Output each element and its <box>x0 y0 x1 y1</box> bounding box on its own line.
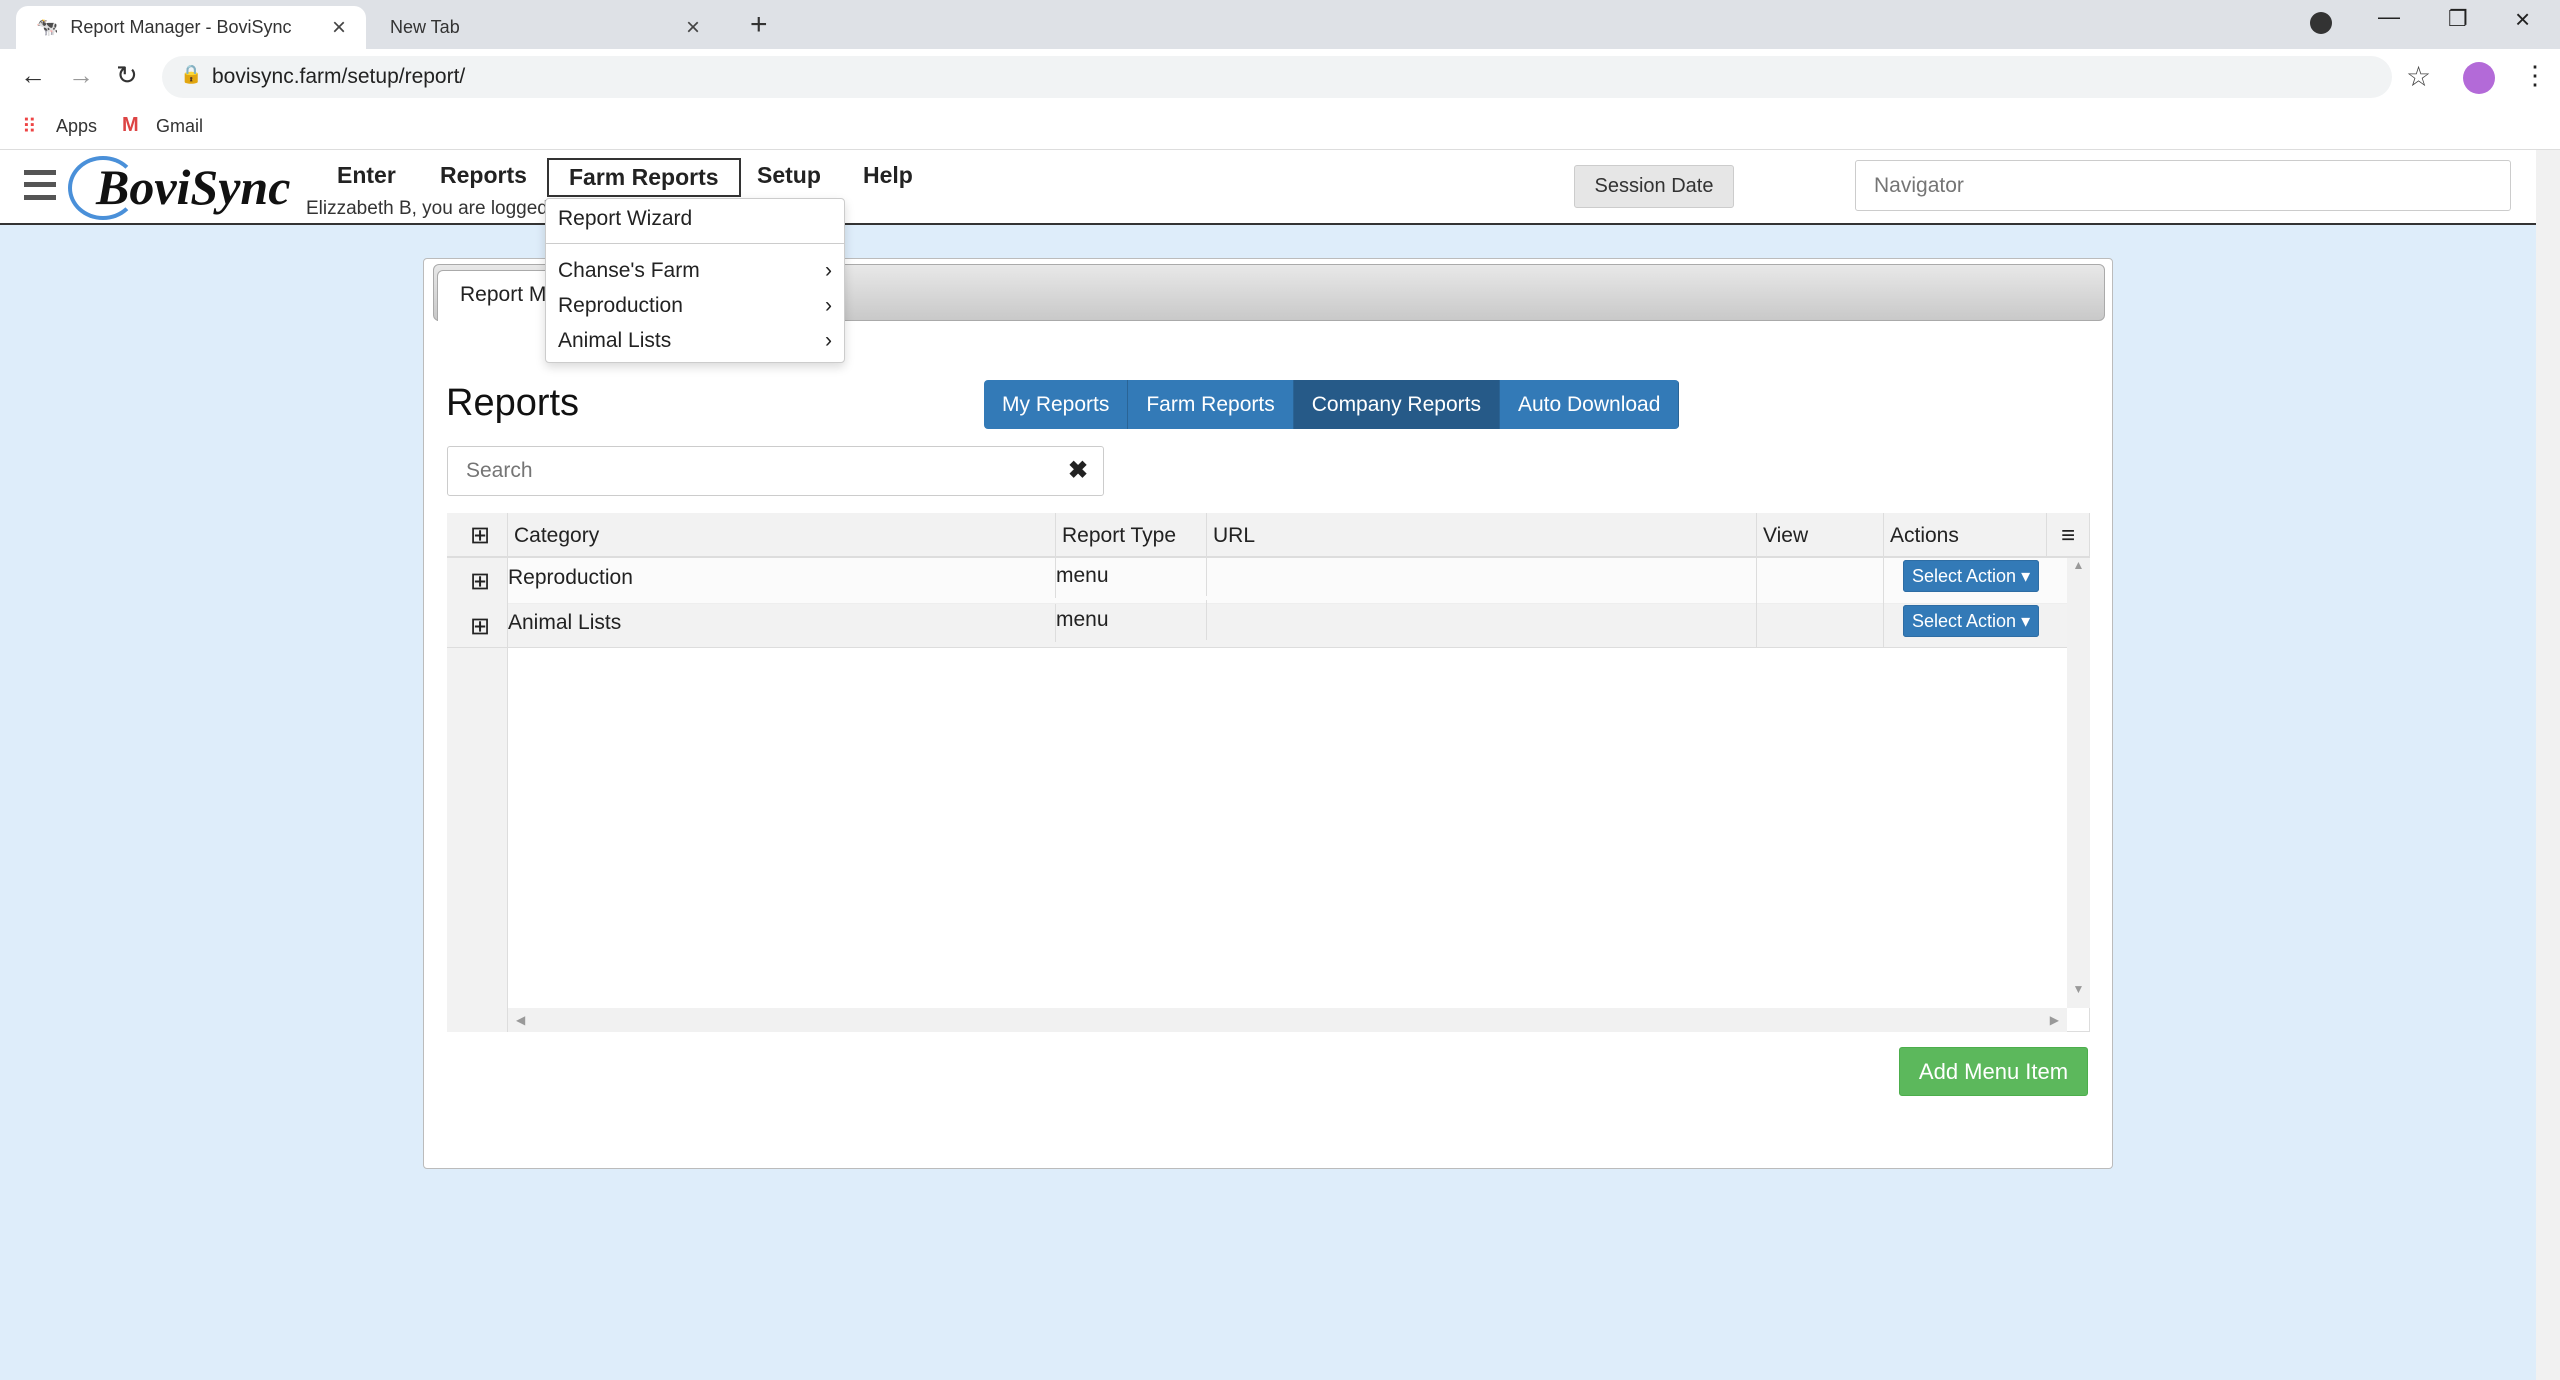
button-label: Select Action <box>1912 566 2017 586</box>
expand-row-icon[interactable]: ⊞ <box>447 604 508 648</box>
cell-view <box>1757 604 1884 648</box>
close-tab-icon[interactable]: × <box>331 13 346 41</box>
column-report-type[interactable]: Report Type <box>1056 513 1207 558</box>
tab-title: Report Manager - BoviSync <box>70 17 292 37</box>
close-tab-icon[interactable]: × <box>685 13 700 41</box>
column-category[interactable]: Category <box>508 513 1056 558</box>
forward-icon[interactable]: → <box>68 60 94 90</box>
menu-divider <box>546 243 844 244</box>
nav-setup[interactable]: Setup <box>757 162 821 188</box>
cell-category: Reproduction <box>508 558 1056 598</box>
bookmark-apps[interactable]: Apps <box>56 116 98 136</box>
auto-download-button[interactable]: Auto Download <box>1499 380 1680 429</box>
lock-icon: 🔒 <box>180 64 203 84</box>
menu-item-label: Chanse's Farm <box>558 259 700 282</box>
column-menu-icon[interactable]: ≡ <box>2047 513 2090 558</box>
expand-all-icon[interactable]: ⊞ <box>447 513 508 558</box>
column-view[interactable]: View <box>1757 513 1884 558</box>
table-vertical-scrollbar[interactable]: ▲ ▼ <box>2067 558 2090 1008</box>
farm-reports-button[interactable]: Farm Reports <box>1128 380 1294 429</box>
table-header <box>447 513 2090 558</box>
cell-url <box>1207 604 1757 648</box>
bovisync-logo[interactable]: BoviSync <box>68 156 293 220</box>
navigator-input[interactable] <box>1855 160 2511 211</box>
url-text: bovisync.farm/setup/report/ <box>212 65 466 88</box>
menu-item-reproduction[interactable]: Reproduction › <box>558 294 832 318</box>
my-reports-button[interactable]: My Reports <box>984 380 1129 429</box>
gmail-icon: M <box>122 114 139 136</box>
bookmarks-bar: ⠿ Apps M Gmail <box>0 104 2560 150</box>
profile-avatar[interactable] <box>2463 62 2495 94</box>
browser-tab-active[interactable]: 🐄 Report Manager - BoviSync × <box>16 6 366 49</box>
cell-report-type: menu <box>1056 600 1207 640</box>
new-tab-icon[interactable]: + <box>750 8 768 41</box>
restore-icon[interactable]: ❐ <box>2448 6 2468 31</box>
logged-in-text: Elizzabeth B, you are logged <box>306 198 548 219</box>
table-row <box>447 558 2067 604</box>
bookmark-star-icon[interactable]: ☆ <box>2406 61 2432 92</box>
chevron-right-icon: › <box>825 329 832 352</box>
cell-category: Animal Lists <box>508 604 1056 642</box>
bookmark-gmail[interactable]: Gmail <box>156 116 204 136</box>
table-horizontal-scrollbar[interactable]: ◀ ▶ <box>508 1008 2067 1032</box>
column-actions[interactable]: Actions <box>1884 513 2047 558</box>
logo-text: BoviSync <box>96 159 291 215</box>
page-title: Reports <box>446 382 580 424</box>
tab-search-icon[interactable] <box>2310 12 2332 34</box>
tab-report-manager[interactable]: Report Manager <box>437 270 557 321</box>
farm-reports-dropdown: Report Wizard Chanse's Farm › Reproductio… <box>545 198 845 363</box>
session-date-button[interactable]: Session Date <box>1574 165 1734 208</box>
url-input[interactable]: 🔒 bovisync.farm/setup/report/ <box>162 56 2392 98</box>
browser-tab[interactable]: New Tab × <box>370 6 720 49</box>
browser-menu-icon[interactable]: ⋮ <box>2522 60 2548 90</box>
expand-row-icon[interactable]: ⊞ <box>447 558 508 604</box>
search-input[interactable] <box>447 446 1104 496</box>
hamburger-menu-icon[interactable] <box>24 170 56 200</box>
menu-item-label: Reproduction <box>558 294 683 317</box>
minimize-icon[interactable]: — <box>2378 4 2400 29</box>
nav-reports[interactable]: Reports <box>440 162 527 188</box>
add-menu-item-button[interactable]: Add Menu Item <box>1899 1047 2088 1096</box>
menu-item-label: Animal Lists <box>558 329 672 352</box>
back-icon[interactable]: ← <box>20 60 46 90</box>
company-reports-button[interactable]: Company Reports <box>1293 380 1500 429</box>
table-row <box>447 604 2067 648</box>
expand-column-filler <box>447 648 508 1032</box>
menu-item-report-wizard[interactable]: Report Wizard <box>558 207 832 231</box>
favicon-icon: 🐄 <box>36 17 59 37</box>
column-url[interactable]: URL <box>1207 513 1757 558</box>
cell-url <box>1207 558 1757 604</box>
close-window-icon[interactable]: × <box>2515 4 2531 34</box>
tab-title: New Tab <box>390 17 460 37</box>
select-action-button[interactable]: Select Action ▾ <box>1903 605 2040 637</box>
reload-icon[interactable]: ↻ <box>116 60 138 90</box>
nav-farm-reports[interactable]: Farm Reports <box>547 158 741 197</box>
select-action-button[interactable]: Select Action ▾ <box>1903 560 2040 592</box>
cell-report-type: menu <box>1056 556 1207 596</box>
menu-item-chanses-farm[interactable]: Chanse's Farm › <box>558 259 832 283</box>
menu-item-label: Report Wizard <box>558 207 693 230</box>
chevron-right-icon: › <box>825 259 832 282</box>
menu-item-animal-lists[interactable]: Animal Lists › <box>558 329 832 353</box>
page-scrollbar[interactable] <box>2536 150 2560 1380</box>
button-label: Select Action <box>1912 611 2017 631</box>
cell-view <box>1757 558 1884 604</box>
nav-help[interactable]: Help <box>863 162 913 188</box>
report-type-button-group: My Reports Farm Reports Company Reports … <box>984 380 1680 429</box>
clear-search-icon[interactable]: ✖ <box>1068 457 1089 484</box>
apps-grid-icon: ⠿ <box>22 116 37 138</box>
chevron-right-icon: › <box>825 294 832 317</box>
nav-enter[interactable]: Enter <box>337 162 396 188</box>
browser-tab-bar <box>0 0 2560 49</box>
